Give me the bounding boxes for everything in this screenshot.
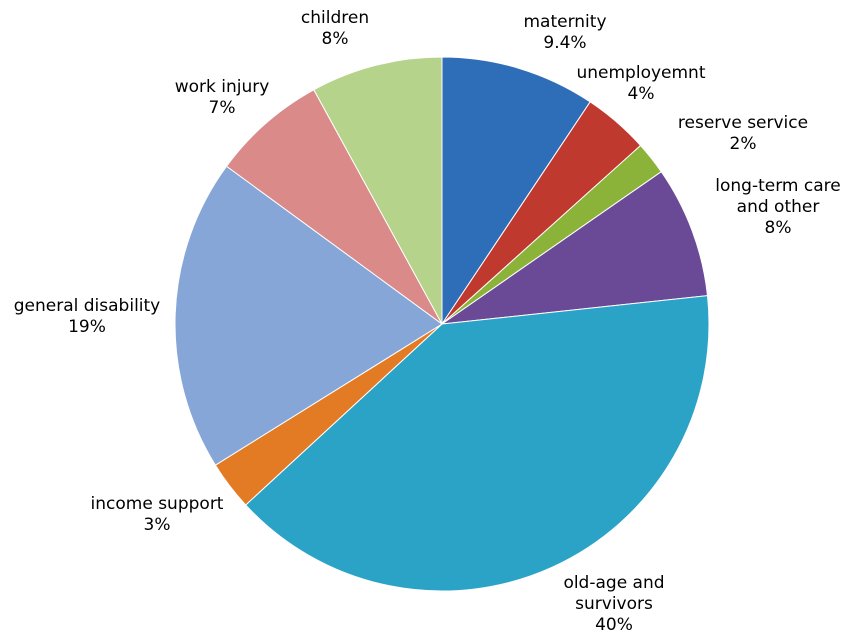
slice-label-income-support: income support 3% xyxy=(91,494,224,535)
slice-label-long-term-care-and-other: long-term care and other 8% xyxy=(715,176,840,238)
slice-label-general-disability: general disability 19% xyxy=(14,296,161,337)
slice-name-label: general disability xyxy=(14,296,161,316)
slice-value-label: 8% xyxy=(322,29,349,49)
slice-name-label: children xyxy=(301,8,369,28)
slice-value-label: 40% xyxy=(595,615,633,635)
slice-label-children: children 8% xyxy=(301,8,369,49)
slice-name-label: work injury xyxy=(175,77,270,97)
slice-value-label: 9.4% xyxy=(543,33,586,53)
slice-label-work-injury: work injury 7% xyxy=(175,77,270,118)
pie-slices xyxy=(174,56,710,592)
slice-value-label: 19% xyxy=(68,317,106,337)
slice-label-reserve-service: reserve service 2% xyxy=(678,113,808,154)
pie-slice-old-age-and-survivors xyxy=(244,295,710,592)
slice-value-label: 2% xyxy=(730,134,757,154)
slice-name-label: income support xyxy=(91,494,224,514)
slice-value-label: 4% xyxy=(628,84,655,104)
pie-slice-work-injury xyxy=(225,89,443,325)
slice-name-label: and other xyxy=(737,197,820,217)
slice-value-label: 7% xyxy=(209,98,236,118)
pie-slice-general-disability xyxy=(174,165,443,466)
slice-label-old-age-and-survivors: old-age and survivors 40% xyxy=(563,573,664,635)
slice-value-label: 8% xyxy=(765,218,792,238)
slice-name-label: survivors xyxy=(575,594,653,614)
slice-label-unemployemnt: unemployemnt 4% xyxy=(576,63,705,104)
pie-slice-maternity xyxy=(441,56,591,326)
pie-slice-children xyxy=(313,56,443,325)
slice-name-label: old-age and xyxy=(563,573,664,593)
slice-name-label: reserve service xyxy=(678,113,808,133)
pie-labels: maternity 9.4% unemployemnt 4% reserve servi… xyxy=(14,8,841,635)
slice-name-label: maternity xyxy=(523,12,606,32)
slice-value-label: 3% xyxy=(144,515,171,535)
slice-name-label: long-term care xyxy=(715,176,840,196)
slice-name-label: unemployemnt xyxy=(576,63,705,83)
slice-label-maternity: maternity 9.4% xyxy=(523,12,606,53)
pie-slice-long-term-care-and-other xyxy=(441,170,709,325)
